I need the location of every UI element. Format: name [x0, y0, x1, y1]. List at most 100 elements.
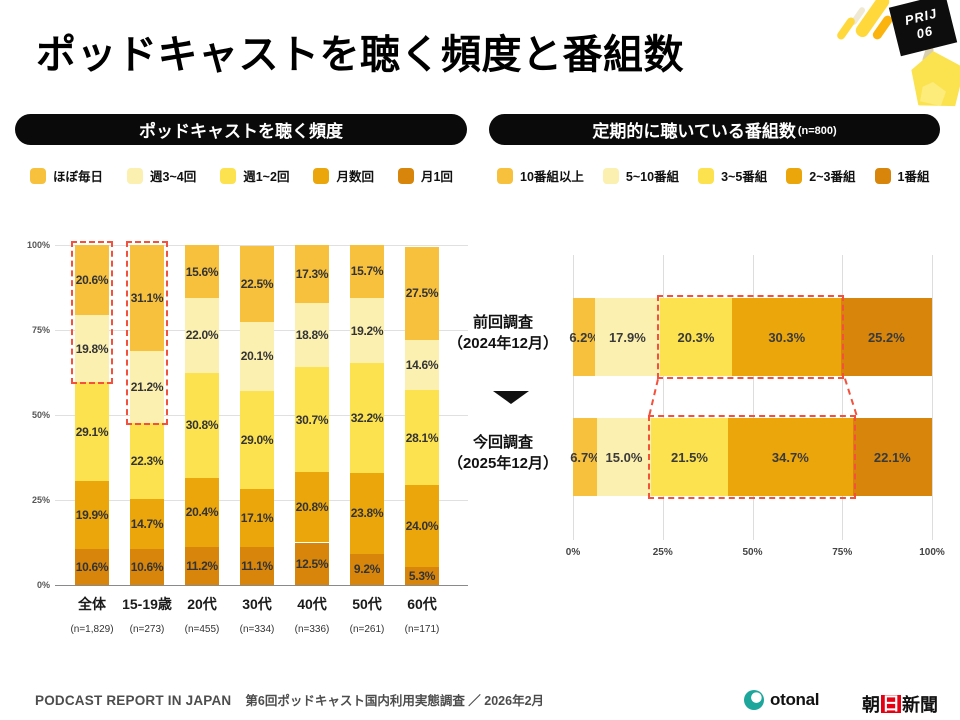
frequency-section-header: ポッドキャストを聴く頻度 [15, 114, 467, 145]
bar-segment-value: 17.1% [240, 511, 274, 526]
bar-segment: 11.1% [240, 547, 274, 585]
x-axis-tick: 25% [652, 547, 673, 558]
bar-segment-value: 10.6% [130, 559, 164, 574]
bar-segment-value: 19.9% [75, 508, 109, 523]
legend-swatch [30, 167, 46, 184]
bar-segment-value: 12.5% [295, 556, 329, 571]
programs-section-n: (n=800) [797, 125, 837, 137]
bar-segment-value: 20.3% [677, 329, 715, 345]
asahi-logo-chars: 新聞 [902, 695, 938, 715]
x-axis-n-label: (n=1,829) [70, 624, 114, 635]
programs-section-title: 定期的に聴いている番組数 [592, 122, 796, 141]
highlight-box [71, 241, 113, 385]
legend-item: 10番組以上 [497, 166, 584, 185]
frequency-legend: ほぼ毎日 週3~4回 週1~2回 月数回 月1回 [30, 166, 453, 185]
bar-segment-value: 28.1% [405, 430, 439, 445]
legend-swatch [127, 167, 144, 184]
page-title: ポッドキャストを聴く頻度と番組数 [36, 33, 684, 77]
gridline [662, 255, 664, 540]
bar-segment: 21.5% [650, 418, 729, 496]
footer: PODCAST REPORT IN JAPAN 第6回ポッドキャスト国内利用実態… [35, 690, 544, 709]
bar-segment-value: 20.6% [75, 273, 109, 288]
bar-segment: 17.9% [595, 298, 660, 376]
bar-segment: 20.4% [185, 477, 219, 547]
row-label-line: 前回調査 [472, 314, 533, 331]
bar-segment-value: 11.1% [241, 559, 273, 574]
bar-segment-value: 31.1% [130, 291, 164, 306]
x-axis-label: 全体 [78, 596, 106, 612]
prij-badge-line2: 06 [915, 23, 935, 42]
legend-item: 1番組 [874, 166, 929, 185]
bar-segment-value: 23.8% [350, 506, 384, 521]
x-axis-n-label: (n=273) [129, 624, 165, 635]
bar-segment: 12.5% [295, 542, 329, 585]
bar-segment: 19.2% [350, 298, 384, 364]
bar-segment: 20.6% [75, 245, 109, 316]
bar-segment-value: 6.2% [569, 329, 599, 345]
highlight-connector [844, 378, 858, 415]
row-label: 前回調査 （2024年12月） [437, 312, 569, 354]
bar-segment-value: 20.8% [295, 500, 329, 515]
legend-swatch [874, 167, 891, 184]
legend-label: 2~3番組 [809, 170, 856, 184]
bar-segment-value: 14.7% [130, 516, 164, 531]
x-axis-tick: 100% [919, 547, 945, 558]
legend-swatch [698, 167, 715, 184]
x-axis-tick: 0% [565, 547, 581, 558]
y-axis-tick: 100% [26, 240, 50, 250]
legend-item: 2~3番組 [786, 166, 856, 185]
x-axis-label: 50代 [352, 596, 382, 612]
bar-segment: 15.0% [597, 418, 651, 496]
bar-segment-value: 22.3% [130, 454, 164, 469]
bar-segment: 19.8% [75, 315, 109, 383]
report-brand: PODCAST REPORT IN JAPAN [35, 693, 232, 708]
bar-segment-value: 20.1% [240, 349, 274, 364]
bar-segment: 6.7% [570, 418, 600, 496]
report-description: 第6回ポッドキャスト国内利用実態調査 ／ 2026年2月 [245, 694, 545, 708]
bar-segment-value: 20.4% [185, 505, 219, 520]
legend-item: 週3~4回 [127, 166, 196, 185]
bar-segment-value: 14.6% [405, 358, 439, 372]
bar-segment: 30.7% [295, 367, 329, 472]
x-axis-label: 15-19歳 [122, 596, 172, 612]
bar-segment: 32.2% [350, 363, 384, 473]
x-axis-n-label: (n=334) [239, 624, 275, 635]
bar-segment: 22.3% [130, 423, 164, 499]
bar-segment-value: 22.0% [185, 328, 219, 343]
bar-segment-value: 18.8% [295, 328, 329, 343]
highlight-connector [647, 379, 659, 416]
legend-swatch [220, 167, 237, 184]
asahi-logo-char: 朝 [862, 695, 880, 715]
otonal-logo-text: otonal [770, 690, 820, 709]
legend-label: 3~5番組 [721, 170, 768, 184]
bar-segment: 28.1% [405, 389, 439, 486]
legend-item: 5~10番組 [602, 166, 679, 185]
asahi-logo-red-char: 日 [881, 694, 901, 714]
bar-segment-value: 19.2% [350, 323, 384, 338]
bar-segment: 23.8% [350, 472, 384, 554]
bar-segment-value: 30.8% [185, 418, 219, 433]
bar-segment: 15.6% [185, 245, 219, 299]
bar-segment: 34.7% [728, 418, 853, 496]
x-axis-n-label: (n=261) [349, 624, 385, 635]
legend-item: ほぼ毎日 [30, 166, 103, 185]
bar-segment: 17.1% [240, 489, 274, 548]
x-axis-tick: 50% [742, 547, 763, 558]
bar-segment: 30.8% [185, 372, 219, 478]
bar-segment: 20.8% [295, 471, 329, 543]
bar-segment-value: 22.5% [240, 276, 274, 291]
x-axis-label: 60代 [407, 596, 437, 612]
bar-segment-value: 34.7% [771, 449, 809, 465]
legend-label: 月1回 [420, 170, 453, 184]
prij-badge: PRIJ 06 [888, 0, 958, 57]
gridline [55, 245, 468, 246]
bar-segment: 10.6% [130, 548, 164, 585]
legend-label: 週3~4回 [150, 170, 197, 184]
arrow-down-icon [493, 391, 529, 404]
legend-swatch [497, 167, 513, 184]
programs-section-header: 定期的に聴いている番組数 (n=800) [489, 114, 940, 145]
legend-swatch [602, 167, 619, 184]
x-axis-tick: 75% [832, 547, 853, 558]
x-axis-n-label: (n=171) [404, 624, 440, 635]
